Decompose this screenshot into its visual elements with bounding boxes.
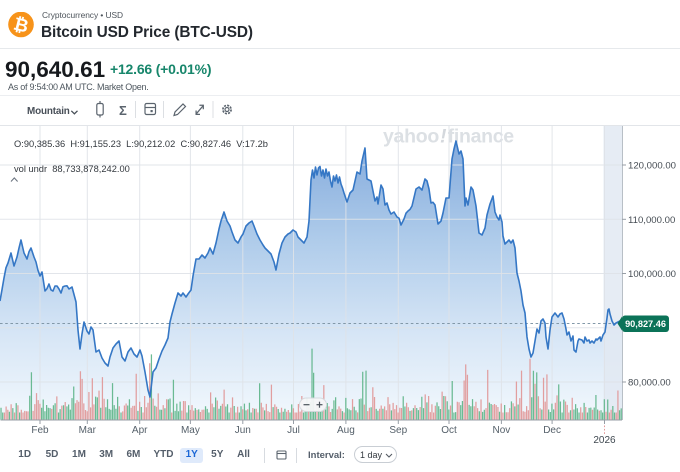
svg-text:Feb: Feb [31,425,49,436]
svg-text:Dec: Dec [543,425,561,436]
svg-text:Oct: Oct [441,425,457,436]
svg-text:May: May [181,425,200,436]
svg-text:Apr: Apr [132,425,148,436]
svg-text:₿: ₿ [12,14,31,37]
svg-text:100,000.00: 100,000.00 [628,269,676,280]
svg-text:Σ: Σ [119,103,127,118]
svg-text:vol undr 88,733,878,242.00: vol undr 88,733,878,242.00 [14,164,130,174]
svg-text:Nov: Nov [493,425,511,436]
svg-text:Mountain: Mountain [27,106,70,117]
svg-text:80,000.00: 80,000.00 [628,378,671,389]
svg-text:90,827.46: 90,827.46 [625,319,666,329]
svg-text:2026: 2026 [593,435,616,446]
svg-text:Jul: Jul [287,425,300,436]
svg-text:Mar: Mar [79,425,97,436]
svg-text:120,000.00: 120,000.00 [628,161,676,172]
svg-text:110,000.00: 110,000.00 [628,215,675,226]
svg-text:O:90,385.36 H:91,155.23 L:90: O:90,385.36 H:91,155.23 L:90,212.02 C:90… [14,139,268,149]
svg-text:Aug: Aug [337,425,355,436]
svg-text:Jun: Jun [235,425,251,436]
svg-text:Sep: Sep [389,425,407,436]
